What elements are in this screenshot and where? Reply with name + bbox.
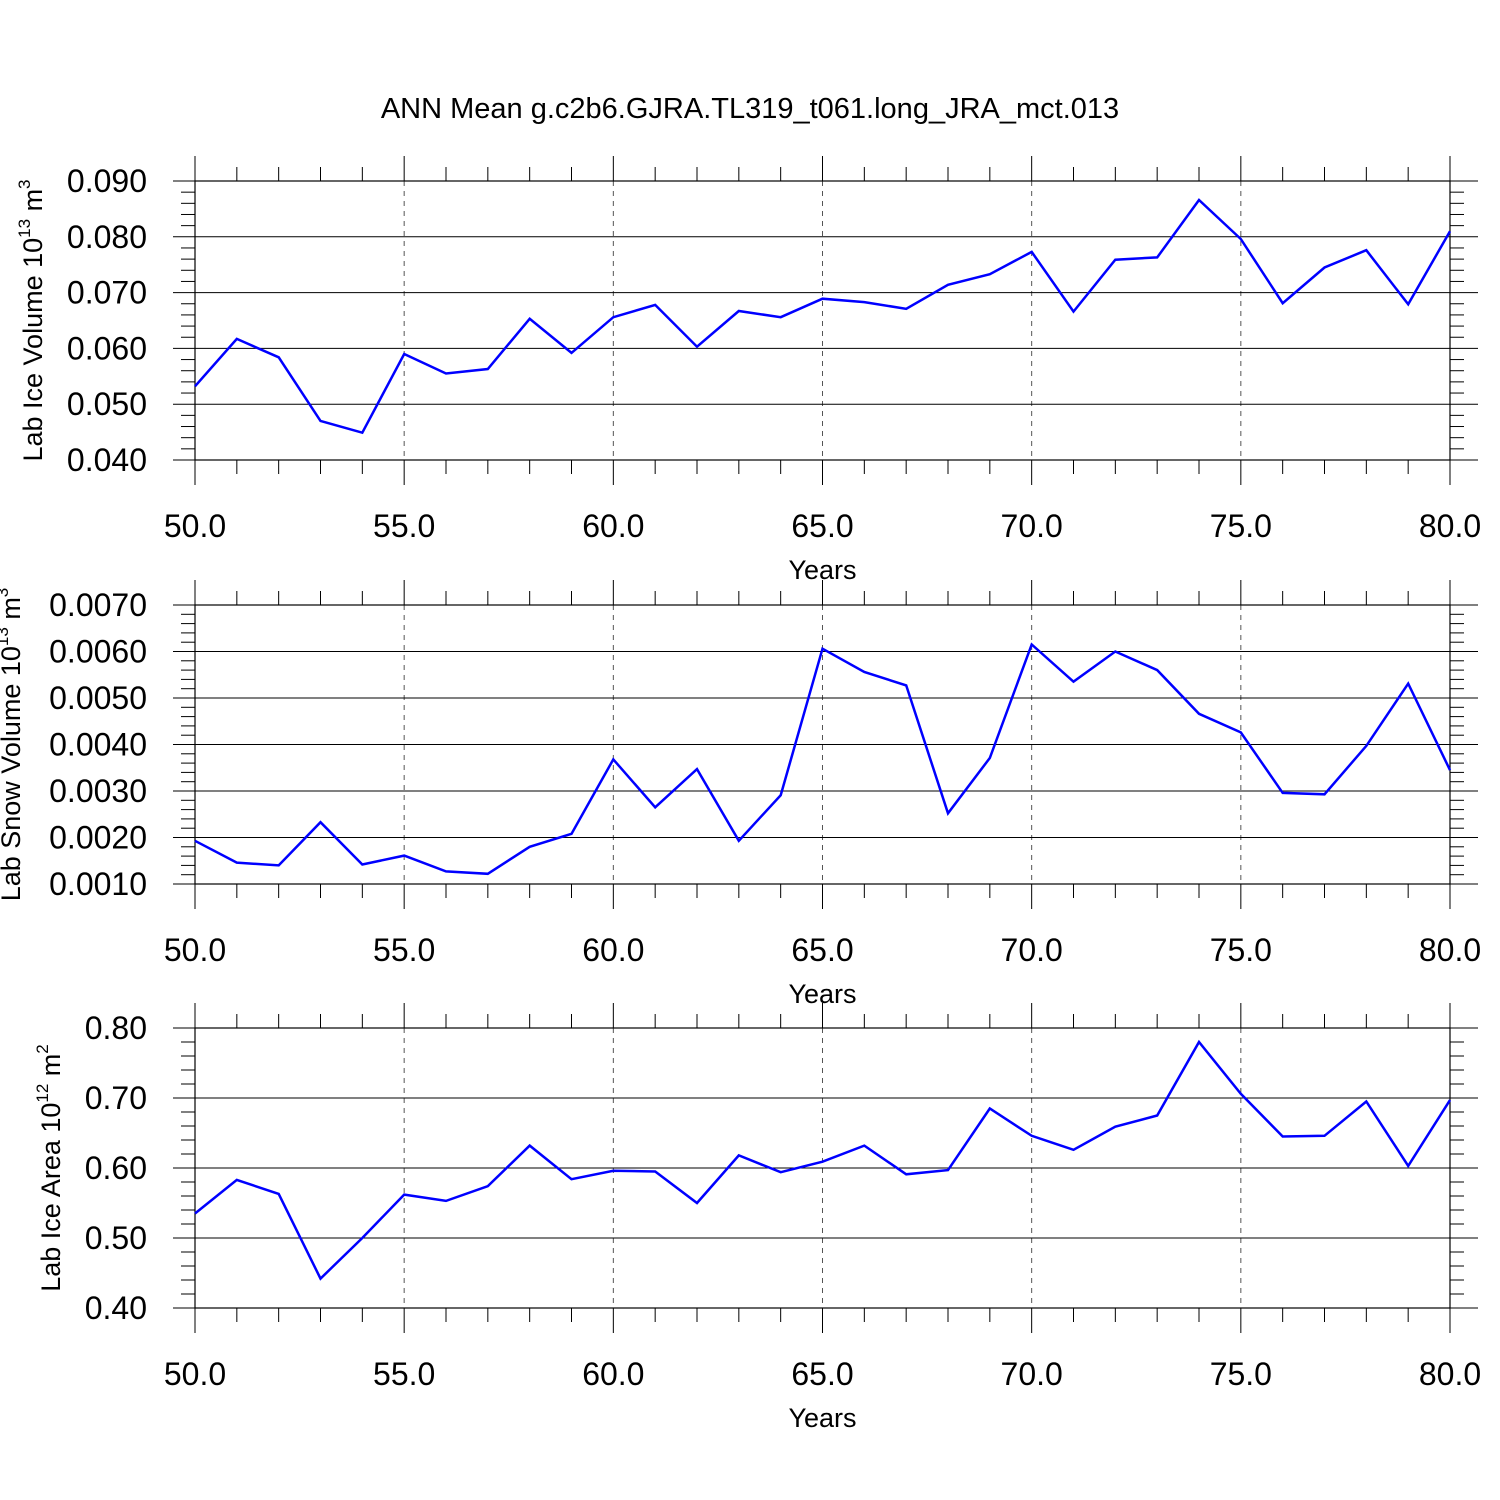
y-tick-label: 0.0040 [49, 727, 147, 763]
y-axis-title: Lab Snow Volume 1013 m3 [0, 588, 26, 902]
y-axis-title-unit-exponent: 2 [33, 1044, 52, 1053]
y-tick-label: 0.0030 [49, 773, 147, 809]
x-tick-label: 75.0 [1210, 932, 1272, 968]
x-tick-label: 80.0 [1419, 508, 1481, 544]
y-tick-label: 0.0070 [49, 587, 147, 623]
y-tick-label: 0.80 [85, 1010, 147, 1046]
x-tick-label: 60.0 [582, 932, 644, 968]
x-tick-label: 50.0 [164, 508, 226, 544]
y-axis-title-exponent: 13 [15, 219, 34, 238]
series-line [194, 642, 1452, 876]
x-tick-label: 50.0 [164, 932, 226, 968]
x-tick-label: 65.0 [791, 932, 853, 968]
y-tick-label: 0.070 [67, 275, 147, 311]
panel-ice-area: 0.40 0.50 0.60 0.70 0.80 50.0 55.0 60.0 65.0 70.0… [33, 1003, 1481, 1433]
y-axis-title-unit: m [0, 597, 26, 627]
x-axis-title: Years [788, 1403, 856, 1433]
x-tick-label: 50.0 [164, 1356, 226, 1392]
y-tick-label: 0.090 [67, 163, 147, 199]
y-tick-label: 0.0060 [49, 634, 147, 670]
y-axis-title-main: Lab Snow Volume 10 [0, 646, 26, 901]
x-tick-label: 55.0 [373, 1356, 435, 1392]
series-line [194, 198, 1452, 435]
y-axis-title-unit-exponent: 3 [0, 588, 12, 597]
y-tick-label: 0.080 [67, 219, 147, 255]
y-tick-label: 0.050 [67, 386, 147, 422]
y-tick-label: 0.0020 [49, 820, 147, 856]
x-tick-label: 70.0 [1001, 508, 1063, 544]
plot-frame [194, 180, 1451, 461]
y-axis-title-exponent: 12 [33, 1084, 52, 1103]
y-tick-label: 0.60 [85, 1150, 147, 1186]
y-tick-label: 0.0010 [49, 866, 147, 902]
x-tick-label: 55.0 [373, 932, 435, 968]
x-tick-label: 80.0 [1419, 1356, 1481, 1392]
y-axis-title-exponent: 13 [0, 627, 12, 646]
chart-title: ANN Mean g.c2b6.GJRA.TL319_t061.long_JRA… [381, 93, 1119, 125]
x-tick-label: 75.0 [1210, 1356, 1272, 1392]
x-tick-label: 60.0 [582, 1356, 644, 1392]
x-tick-label: 65.0 [791, 1356, 853, 1392]
y-axis-title-main: Lab Ice Area 10 [36, 1103, 66, 1292]
x-tick-label: 65.0 [791, 508, 853, 544]
plot-frame [194, 604, 1451, 885]
x-tick-label: 80.0 [1419, 932, 1481, 968]
y-tick-label: 0.0050 [49, 680, 147, 716]
y-axis-title-unit-exponent: 3 [15, 179, 34, 188]
y-tick-label: 0.060 [67, 330, 147, 366]
y-tick-label: 0.50 [85, 1220, 147, 1256]
x-tick-label: 70.0 [1001, 932, 1063, 968]
y-axis-title: Lab Ice Area 1012 m2 [33, 1044, 66, 1292]
series-line [194, 1039, 1452, 1281]
panel-ice-volume: 0.040 0.050 0.060 0.070 0.080 0.090 50.0 55.0 60… [15, 156, 1481, 585]
panel-snow-volume: 0.0010 0.0020 0.0030 0.0040 0.0050 0.0060 0.00… [0, 580, 1481, 1009]
y-axis-title-unit: m [36, 1054, 66, 1084]
y-tick-label: 0.40 [85, 1290, 147, 1326]
y-axis-title: Lab Ice Volume 1013 m3 [15, 179, 48, 461]
x-tick-label: 60.0 [582, 508, 644, 544]
x-tick-label: 75.0 [1210, 508, 1272, 544]
y-axis-title-main: Lab Ice Volume 10 [18, 238, 48, 462]
y-tick-label: 0.70 [85, 1080, 147, 1116]
y-tick-label: 0.040 [67, 442, 147, 478]
x-tick-label: 55.0 [373, 508, 435, 544]
plot-frame [194, 1027, 1451, 1309]
y-axis-title-unit: m [18, 189, 48, 219]
x-tick-label: 70.0 [1001, 1356, 1063, 1392]
